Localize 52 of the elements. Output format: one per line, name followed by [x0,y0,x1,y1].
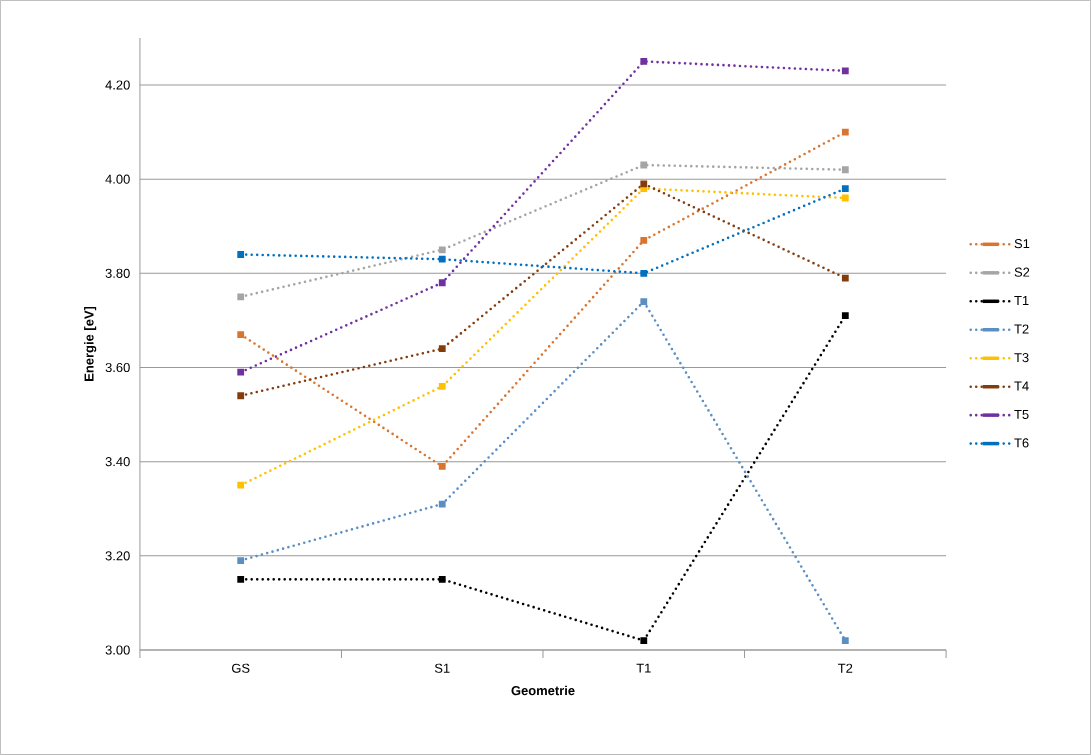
point [841,185,849,192]
point [640,236,648,244]
point [841,312,849,320]
point [237,576,245,583]
x-tick-label: S1 [434,663,450,673]
x-tick-label: T2 [838,663,853,673]
y-tick-label: 3.80 [105,268,130,278]
point [640,637,648,645]
legend-label: T4 [1014,381,1029,391]
y-tick-label: 3.40 [105,457,130,467]
y-tick-label: 3.00 [105,645,130,655]
point [841,67,849,75]
point [438,255,446,263]
point [438,279,446,287]
point [438,246,446,254]
point [841,274,849,282]
point [438,382,446,390]
point [841,637,849,645]
point [438,576,446,583]
point [237,481,245,489]
legend-label: S1 [1014,239,1030,249]
legend-label: S2 [1014,267,1030,277]
point [237,331,245,338]
point [237,392,245,400]
point [438,463,446,470]
legend-label: T5 [1014,409,1029,419]
x-tick-label: GS [232,663,250,673]
y-tick-label: 3.20 [105,551,130,561]
legend-label: T1 [1014,296,1029,306]
legend-label: T3 [1014,353,1029,363]
point [640,58,648,65]
point [640,180,648,188]
y-tick-label: 4.00 [105,174,130,184]
x-tick-label: T1 [636,663,651,673]
point [841,128,849,136]
y-tick-label: 3.60 [105,362,130,373]
point [237,557,245,564]
point [438,345,446,353]
y-axis-title: Energie [eV] [84,306,97,381]
point [640,161,648,169]
point [237,368,245,376]
point [841,194,849,202]
y-tick-label: 4.20 [105,80,130,90]
point [438,500,446,508]
point [237,251,245,258]
point [237,293,245,301]
x-axis-title: Geometrie [511,685,575,696]
legend-label: T6 [1014,438,1029,448]
legend-label: T2 [1014,324,1029,334]
point [841,166,849,174]
point [640,269,648,277]
point [640,298,648,305]
